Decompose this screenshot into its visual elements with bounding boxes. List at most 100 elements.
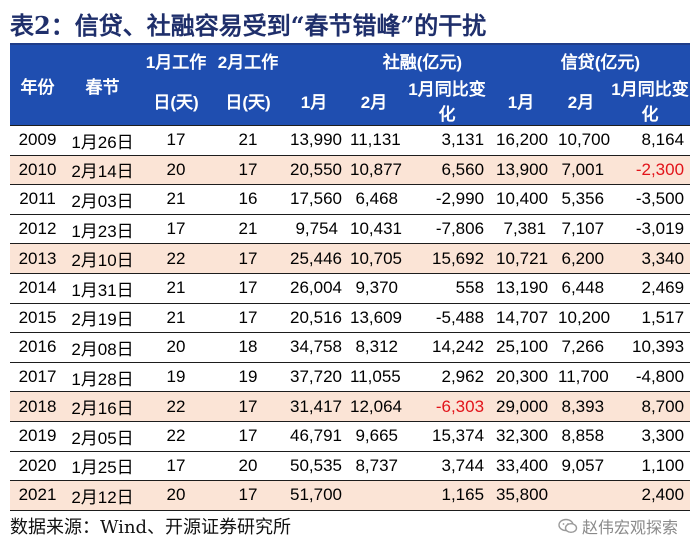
cell-loan-feb: 8,393 [552,391,611,422]
cell-tsf-feb: 10,705 [344,243,404,274]
cell-loan-jan: 10,400 [490,184,553,215]
cell-loan-feb [552,480,611,511]
cell-year: 2016 [10,332,65,363]
cell-feb-days: 17 [212,420,284,452]
cell-loan-jan: 13,190 [490,272,553,304]
cell-jan-days: 22 [140,391,212,422]
cell-jan-days: 21 [140,272,212,304]
header-jan-workdays-line2: 日(天) [140,75,212,126]
cell-tsf-jan: 51,700 [284,480,344,511]
cell-loan-feb: 7,001 [552,154,611,185]
cell-loan-feb: 10,700 [552,125,611,156]
cell-loan-jan: 13,900 [490,154,553,185]
table-row: 2020 1月25日 17 20 50,535 8,737 3,744 33,4… [10,450,691,481]
cell-jan-days: 17 [140,450,212,481]
cell-tsf-feb: 9,370 [344,272,404,304]
cell-loan-feb: 11,700 [552,361,611,392]
cell-loan-yoy: -3,500 [610,184,691,215]
cell-jan-days: 19 [140,361,212,392]
cell-year: 2018 [10,391,65,422]
cell-tsf-yoy: 14,242 [404,332,491,363]
cell-tsf-jan: 13,990 [284,125,344,156]
cell-tsf-yoy: 3,744 [404,450,491,481]
cell-feb-days: 17 [212,480,284,511]
cell-spring-date: 2月05日 [65,420,140,452]
header-feb-workdays-line1: 2月工作 [212,45,284,75]
cell-tsf-jan: 46,791 [284,420,344,452]
cell-loan-yoy: 8,700 [610,391,691,422]
cell-tsf-jan: 20,550 [284,154,344,185]
cell-loan-jan: 14,707 [490,302,553,333]
cell-feb-days: 21 [212,125,284,156]
cell-loan-jan: 20,300 [490,361,553,392]
cell-year: 2017 [10,361,65,392]
cell-tsf-feb [344,480,404,511]
cell-jan-days: 20 [140,154,212,185]
header-spring-festival: 春节 [65,45,140,126]
watermark: 赵伟宏观探索 [558,514,678,538]
cell-feb-days: 17 [212,302,284,333]
cell-spring-date: 1月31日 [65,272,140,304]
cell-tsf-feb: 11,131 [344,125,404,156]
title-rule [10,43,690,45]
cell-spring-date: 2月19日 [65,302,140,333]
cell-tsf-yoy-negative: -6,303 [404,391,491,422]
cell-year: 2012 [10,213,65,244]
cell-tsf-feb: 8,737 [344,450,404,481]
cell-year: 2021 [10,480,65,511]
cell-jan-days: 20 [140,332,212,363]
cell-jan-days: 21 [140,184,212,215]
cell-tsf-jan: 50,535 [284,450,344,481]
cell-year: 2010 [10,154,65,185]
cell-spring-date: 1月28日 [65,361,140,392]
header-tsf-yoy: 1月同比变化 [404,75,491,126]
cell-loan-yoy-negative: -2,300 [610,154,691,185]
header-loan-jan: 1月 [490,75,553,126]
cell-tsf-yoy: 1,165 [404,480,491,511]
cell-tsf-jan: 9,754 [284,213,344,244]
cell-tsf-yoy: 15,374 [404,420,491,452]
table-row: 2021 2月12日 20 17 51,700 1,165 35,800 2,4… [10,480,691,511]
cell-loan-feb: 6,200 [552,243,611,274]
cell-loan-feb: 5,356 [552,184,611,215]
cell-feb-days: 17 [212,243,284,274]
table-row: 2018 2月16日 22 17 31,417 12,064 -6,303 29… [10,391,691,422]
cell-year: 2020 [10,450,65,481]
cell-jan-days: 17 [140,213,212,244]
cell-tsf-jan: 31,417 [284,391,344,422]
cell-jan-days: 21 [140,302,212,333]
cell-loan-yoy: 3,300 [610,420,691,452]
cell-jan-days: 17 [140,125,212,156]
cell-tsf-yoy: -7,806 [404,213,491,244]
table-row: 2009 1月26日 17 21 13,990 11,131 3,131 16,… [10,125,691,156]
cell-year: 2011 [10,184,65,215]
cell-tsf-yoy: -5,488 [404,302,491,333]
credit-tsf-table: 年份 春节 1月工作 2月工作 社融(亿元) 信贷(亿元) 日(天) 日(天) … [10,45,691,511]
cell-feb-days: 16 [212,184,284,215]
cell-loan-jan: 32,300 [490,420,553,452]
header-jan-workdays-line1: 1月工作 [140,45,212,75]
wechat-icon [558,518,578,534]
cell-tsf-feb: 13,609 [344,302,404,333]
watermark-text: 赵伟宏观探索 [581,518,678,537]
header-tsf-jan: 1月 [284,75,344,126]
cell-spring-date: 1月25日 [65,450,140,481]
cell-feb-days: 17 [212,154,284,185]
cell-tsf-feb: 8,312 [344,332,404,363]
cell-spring-date: 2月12日 [65,480,140,511]
cell-loan-yoy: -4,800 [610,361,691,392]
table-row: 2016 2月08日 20 18 34,758 8,312 14,242 25,… [10,332,691,363]
table-row: 2019 2月05日 22 17 46,791 9,665 15,374 32,… [10,420,691,452]
cell-loan-yoy: 1,100 [610,450,691,481]
cell-tsf-yoy: 3,131 [404,125,491,156]
table-row: 2013 2月10日 22 17 25,446 10,705 15,692 10… [10,243,691,274]
header-loan-group: 信贷(亿元) [490,45,691,75]
cell-tsf-yoy: 2,962 [404,361,491,392]
cell-tsf-feb: 11,055 [344,361,404,392]
cell-loan-jan: 16,200 [490,125,553,156]
cell-feb-days: 19 [212,361,284,392]
cell-spring-date: 2月10日 [65,243,140,274]
cell-tsf-jan: 17,560 [284,184,344,215]
cell-tsf-feb: 12,064 [344,391,404,422]
cell-jan-days: 22 [140,243,212,274]
